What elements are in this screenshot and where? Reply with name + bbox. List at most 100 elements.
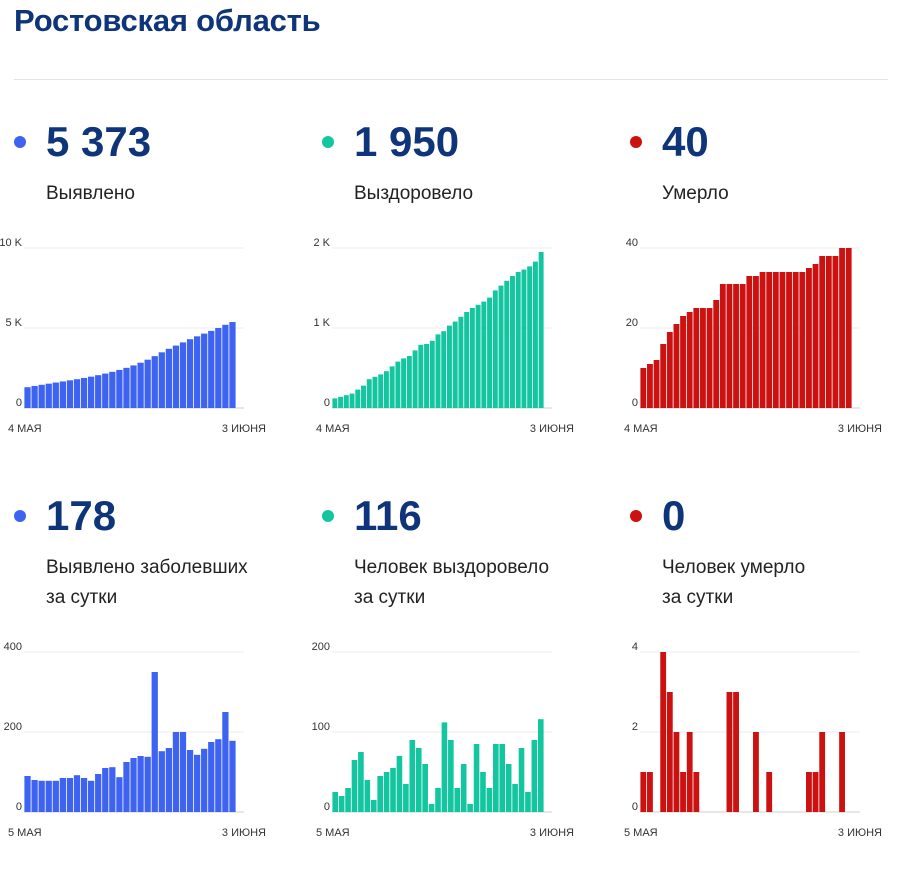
bar (467, 804, 473, 812)
bar (515, 272, 521, 408)
bar (172, 345, 180, 408)
bar (739, 284, 746, 408)
y-tick-label: 1 K (313, 317, 330, 329)
bar (158, 751, 165, 812)
bar (338, 796, 345, 812)
bar (358, 752, 364, 812)
bar (24, 776, 31, 812)
y-tick-label: 400 (4, 641, 22, 653)
bar (130, 758, 137, 812)
y-tick-label: 0 (632, 397, 638, 409)
bar (832, 256, 839, 408)
series-dot-icon (14, 510, 26, 522)
bar (640, 368, 647, 408)
bar (428, 804, 435, 812)
bar (792, 272, 799, 408)
bar (441, 331, 447, 408)
y-tick-label: 200 (312, 641, 330, 653)
bar (123, 367, 130, 408)
bar (673, 732, 680, 812)
bar (653, 360, 660, 408)
bar-chart: 0 1 K 2 K 4 МАЯ 3 ИЮНЯ (313, 237, 574, 435)
bar (686, 732, 693, 812)
bar (786, 272, 792, 408)
bar (95, 375, 102, 408)
bar (95, 774, 102, 812)
stat-value: 5 373 (46, 118, 152, 165)
bar (222, 712, 229, 812)
stat-label: Выздоровело (354, 183, 474, 204)
stat-label-secondary: за сутки (662, 587, 734, 608)
series-dot-icon (630, 136, 642, 148)
bar (343, 395, 349, 408)
bar (806, 268, 812, 408)
bar (753, 732, 759, 812)
bar (109, 767, 116, 812)
bar (499, 744, 506, 812)
bar (361, 385, 366, 408)
bar (130, 365, 137, 408)
bar (172, 732, 180, 812)
y-tick-label: 5 K (5, 317, 22, 329)
bar (102, 373, 109, 408)
bar (527, 266, 533, 408)
bar (766, 272, 773, 408)
bar (504, 280, 510, 408)
bar (726, 284, 733, 408)
bar (839, 732, 845, 812)
bar (726, 692, 733, 812)
bar (45, 780, 52, 812)
bar (137, 362, 144, 408)
bar (351, 760, 358, 812)
bar (454, 788, 461, 812)
x-tick-label: 5 МАЯ (316, 827, 350, 839)
series-dot-icon (630, 510, 642, 522)
bar (473, 744, 480, 812)
bar (80, 778, 88, 812)
x-tick-label: 3 ИЮНЯ (838, 827, 882, 839)
bar (825, 256, 832, 408)
bar (819, 732, 826, 812)
bar (349, 393, 355, 408)
bar (700, 308, 706, 408)
x-tick-label: 3 ИЮНЯ (530, 423, 574, 435)
bar (179, 732, 187, 812)
stat-value: 1 950 (354, 118, 460, 165)
bar (498, 285, 504, 408)
bar (424, 344, 430, 408)
bar (505, 764, 512, 812)
stat-value: 40 (662, 118, 709, 165)
x-tick-label: 5 МАЯ (8, 827, 42, 839)
series-dot-icon (322, 136, 334, 148)
bar (158, 352, 165, 408)
bar (538, 252, 544, 408)
x-tick-label: 4 МАЯ (624, 423, 658, 435)
bar (415, 748, 422, 812)
bar (458, 316, 464, 408)
stat-panel: 116 Человек выздоровело за сутки (322, 492, 612, 892)
bar (208, 330, 215, 408)
bar (144, 359, 151, 408)
bar (403, 784, 409, 812)
bar (137, 756, 144, 812)
stat-panel: 1 950 Выздоровело (322, 118, 612, 518)
bar (469, 308, 475, 408)
bar (73, 775, 81, 812)
bar (59, 381, 66, 408)
bar (680, 316, 686, 408)
bar (693, 308, 700, 408)
bar (144, 756, 151, 812)
stat-panel: 178 Выявлено заболевших за сутки (14, 492, 304, 892)
stat-label-secondary: за сутки (354, 587, 426, 608)
bar (201, 748, 208, 812)
bar (383, 772, 390, 812)
y-tick-label: 10 K (0, 237, 23, 249)
bar (409, 740, 416, 812)
bar (733, 284, 739, 408)
bar (647, 772, 653, 812)
bar (123, 762, 130, 812)
bar (812, 264, 819, 408)
bar (186, 339, 194, 408)
bar (806, 772, 812, 812)
stat-value: 178 (46, 492, 117, 539)
